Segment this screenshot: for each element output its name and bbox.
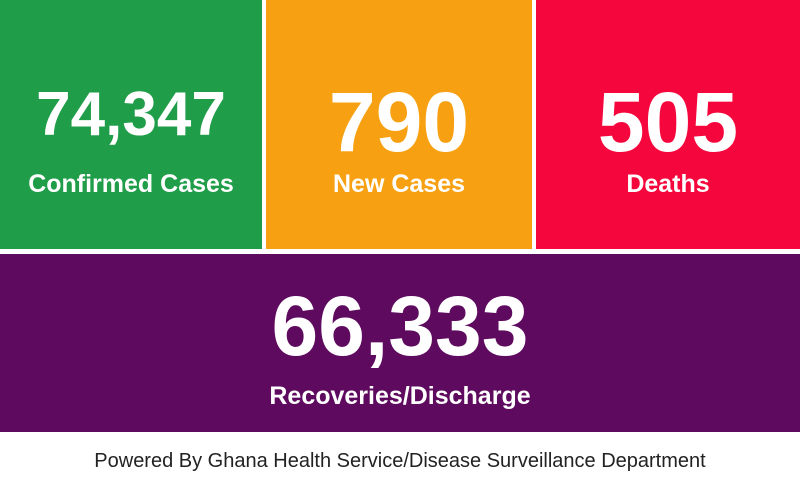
tile-value: 74,347 [36,80,226,149]
tile-label: Recoveries/Discharge [269,382,531,410]
footer: Powered By Ghana Health Service/Disease … [94,450,706,472]
deaths-tile: 505 Deaths [536,0,800,249]
recoveries-tile: 66,333 Recoveries/Discharge [0,254,800,432]
tile-label: Confirmed Cases [28,170,234,198]
confirmed-tile: 74,347 Confirmed Cases [0,0,262,249]
tile-value: 505 [597,75,739,169]
new-cases-tile: 790 New Cases [266,0,532,249]
tile-label: Deaths [626,170,710,198]
tile-value: 790 [328,75,470,169]
tile-label: New Cases [332,170,466,198]
tile-value: 66,333 [271,279,529,373]
